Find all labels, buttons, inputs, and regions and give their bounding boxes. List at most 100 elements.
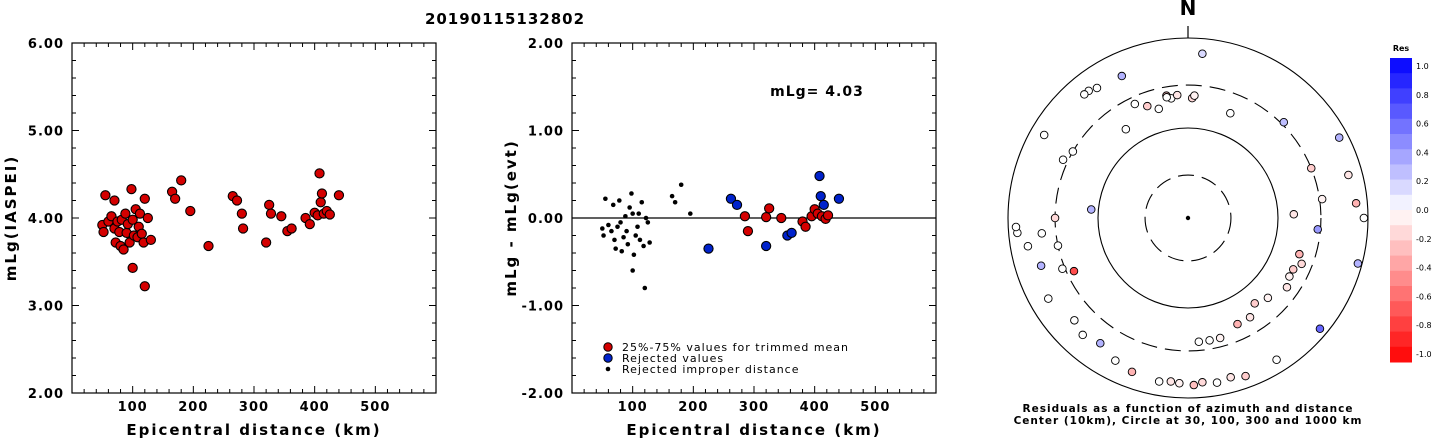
colorbar-title: Res — [1393, 44, 1410, 53]
station-point — [1166, 377, 1176, 386]
data-point — [642, 285, 648, 291]
magnitude-vs-distance-plot: 100 200 300 400 500 2.00 3.00 4.00 5.00 6.00 Epice… — [2, 37, 437, 439]
data-point — [145, 234, 157, 246]
station-point — [1068, 147, 1078, 156]
data-point — [669, 193, 675, 199]
data-point — [231, 195, 243, 206]
data-point — [600, 226, 605, 231]
station-point — [1162, 93, 1171, 102]
station-point — [1315, 324, 1325, 333]
x-tick-label: 400 — [800, 400, 830, 415]
data-point — [260, 237, 272, 248]
colorbar-swatch — [1390, 88, 1412, 105]
data-point — [142, 212, 153, 224]
data-point — [786, 227, 797, 239]
data-point — [286, 223, 297, 234]
data-point — [800, 221, 811, 232]
colorbar-swatch — [1390, 118, 1412, 135]
station-point — [1288, 265, 1298, 274]
colorbar-tick-label: 0.6 — [1416, 120, 1429, 129]
station-point — [1143, 101, 1152, 111]
distance-ring — [1144, 174, 1232, 262]
station-point — [1053, 241, 1063, 250]
station-point — [1050, 213, 1060, 223]
x-tick-label: 200 — [678, 400, 708, 415]
data-point — [688, 211, 693, 216]
data-point — [613, 246, 618, 251]
data-point — [624, 228, 629, 234]
station-point — [1194, 337, 1204, 346]
station-point — [1285, 272, 1294, 281]
station-point — [1086, 205, 1096, 214]
epicenter-marker — [1185, 215, 1191, 221]
colorbar-swatch — [1390, 149, 1412, 165]
data-point — [643, 215, 649, 221]
data-point — [739, 211, 751, 222]
data-point — [333, 190, 345, 201]
colorbar-tick-label: -0.4 — [1416, 264, 1432, 273]
x-tick-label: 400 — [300, 400, 330, 415]
data-point — [98, 226, 109, 238]
legend-marker — [603, 353, 613, 363]
station-point — [1154, 377, 1164, 386]
data-point — [678, 182, 684, 188]
colorbar-tick-label: 0.4 — [1416, 148, 1429, 157]
data-point — [731, 199, 743, 211]
colorbar-tick-label: -0.2 — [1416, 235, 1432, 244]
data-point — [276, 211, 287, 222]
data-point — [815, 190, 826, 202]
colorbar-swatch — [1390, 225, 1412, 241]
data-point — [618, 220, 623, 225]
azimuth-distance-polar-plot: N Residuals as a function of azimuth and … — [1007, 0, 1369, 427]
colorbar-tick-label: 1.0 — [1416, 62, 1429, 71]
station-point — [1172, 90, 1182, 100]
station-point — [1279, 117, 1289, 127]
colorbar-swatch — [1390, 103, 1412, 120]
legend-label: 25%-75% values for trimmed mean — [622, 341, 849, 354]
data-point — [645, 220, 651, 225]
station-point — [1127, 367, 1137, 377]
station-point — [1295, 249, 1304, 259]
distance-ring — [1097, 127, 1279, 309]
data-point — [610, 202, 616, 208]
data-point — [647, 240, 652, 245]
data-point — [176, 175, 187, 186]
data-point — [623, 213, 628, 219]
station-point — [1226, 109, 1235, 118]
data-point — [822, 210, 834, 221]
data-point — [134, 208, 146, 219]
colorbar-swatch — [1390, 179, 1412, 196]
data-point — [619, 248, 625, 254]
data-point — [264, 199, 275, 211]
colorbar-tick-label: -0.8 — [1416, 321, 1432, 330]
station-point — [1205, 336, 1214, 345]
station-point — [1092, 83, 1102, 93]
data-point — [615, 224, 620, 230]
data-point — [612, 237, 617, 243]
station-point — [1313, 225, 1322, 234]
station-point — [1215, 333, 1225, 343]
station-point — [1297, 259, 1306, 269]
station-point — [1117, 71, 1127, 81]
x-tick-label: 500 — [360, 400, 390, 415]
data-point — [703, 243, 714, 254]
station-point — [1069, 266, 1079, 276]
y-tick-label: 5.00 — [28, 125, 64, 140]
data-point — [764, 203, 775, 214]
data-point — [776, 212, 787, 224]
data-point — [185, 205, 196, 217]
data-point — [324, 209, 335, 220]
colorbar-swatch — [1390, 316, 1412, 333]
station-point — [1189, 380, 1199, 390]
y-tick-label: 0.00 — [528, 212, 564, 227]
station-point — [1036, 261, 1046, 270]
station-point — [1023, 241, 1033, 251]
station-point — [1282, 283, 1292, 292]
y-tick-label: 1.00 — [528, 125, 564, 140]
mean-magnitude-annotation: mLg= 4.03 — [770, 84, 864, 100]
residual-vs-distance-plot: 100 200 300 400 500 -2.00 -1.00 0.00 1.00 2.00 Epi… — [502, 37, 937, 439]
station-point — [1130, 99, 1140, 109]
colorbar-tick-label: -1.0 — [1416, 350, 1432, 359]
data-point — [126, 183, 137, 195]
data-point — [617, 198, 622, 203]
